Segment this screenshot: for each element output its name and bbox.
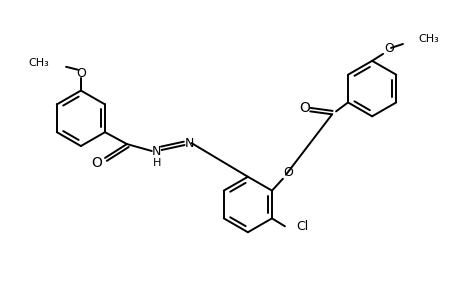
Text: O: O — [76, 67, 86, 80]
Text: H: H — [152, 158, 161, 168]
Text: O: O — [91, 156, 102, 170]
Text: O: O — [383, 42, 393, 56]
Text: O: O — [282, 166, 292, 179]
Text: O: O — [298, 101, 309, 116]
Text: CH₃: CH₃ — [28, 58, 49, 68]
Text: N: N — [151, 146, 161, 158]
Text: Cl: Cl — [295, 220, 308, 233]
Text: N: N — [185, 136, 194, 150]
Text: CH₃: CH₃ — [418, 34, 439, 44]
